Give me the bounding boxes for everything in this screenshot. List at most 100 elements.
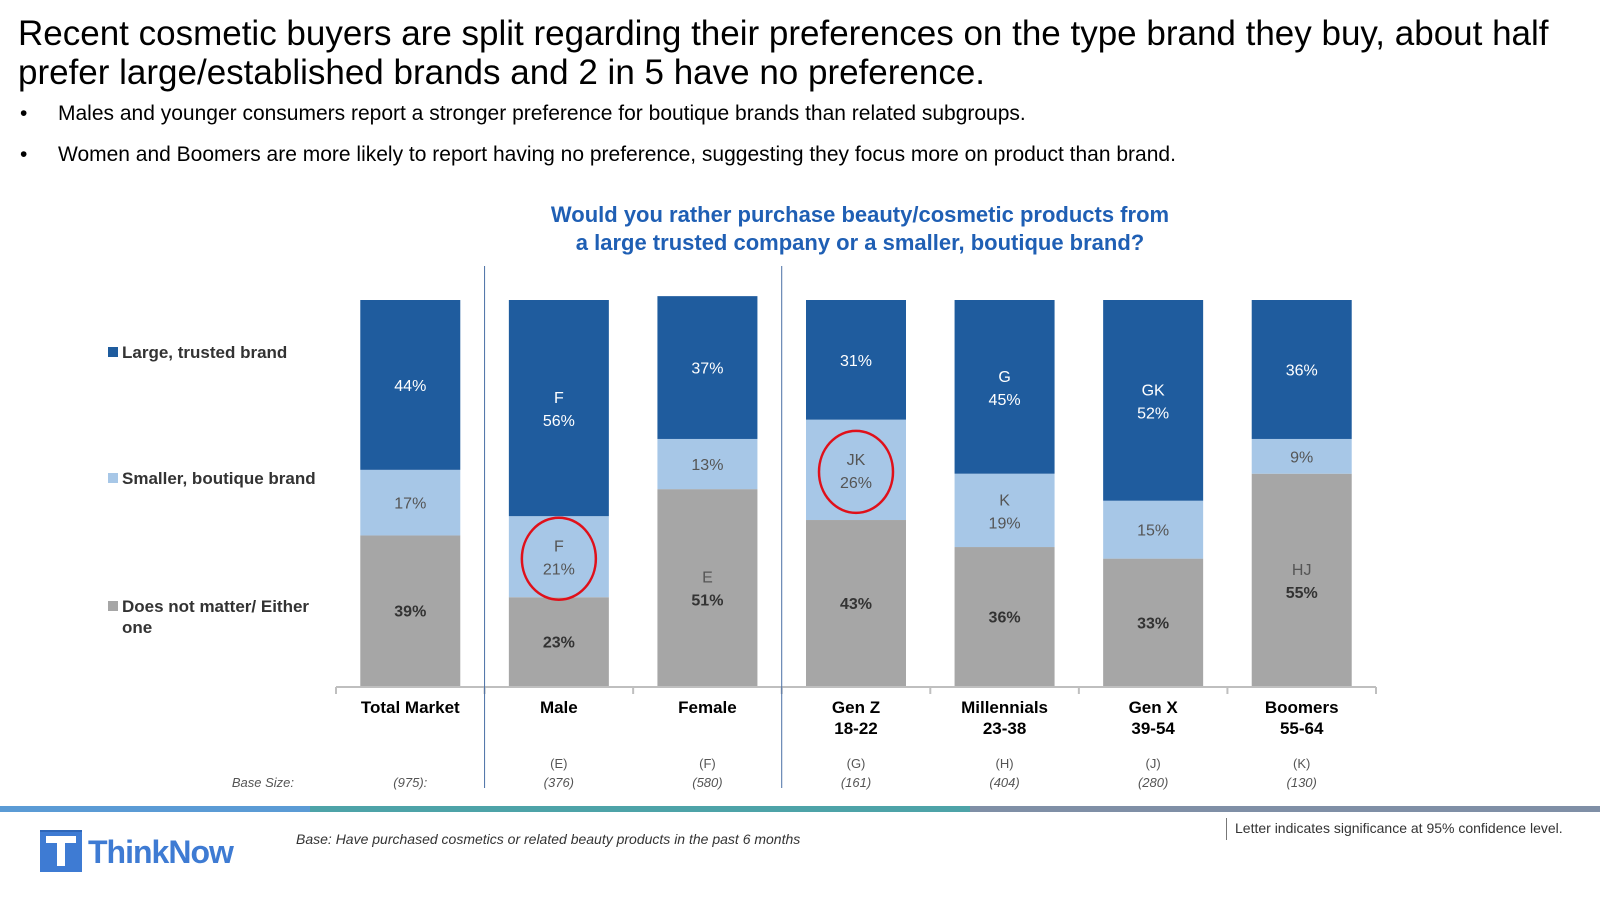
bar-value-label: 21%	[543, 562, 575, 579]
bar-value-label: 44%	[394, 378, 426, 395]
bar-value-label: 23%	[543, 635, 575, 652]
bar-segment	[1103, 558, 1204, 686]
significance-letter: K	[999, 492, 1010, 509]
logo-text: ThinkNow	[88, 834, 234, 870]
highlight-circle	[817, 429, 895, 515]
bar-segment	[360, 300, 461, 470]
x-tick-label-line: 23-38	[982, 719, 1027, 738]
bullet-text: Males and younger consumers report a str…	[58, 102, 1026, 125]
significance-letter: HJ	[1292, 562, 1312, 579]
bar-segment	[1103, 300, 1204, 501]
base-size-value: (130)	[1286, 775, 1317, 790]
bar-value-label: 56%	[543, 413, 575, 430]
bar-segment	[657, 489, 758, 686]
bullet-text: Women and Boomers are more likely to rep…	[58, 143, 1176, 166]
significance-letter: F	[554, 539, 564, 556]
base-size-value: (580)	[692, 775, 723, 790]
stacked-bar-chart: 39% 17% 44% 23% F 21% F 56% E 51% 13% 37% 43% JK 26% 31…	[335, 266, 1377, 788]
x-tick-label-line: Female	[678, 698, 737, 717]
significance-letter: JK	[847, 452, 866, 469]
significance-letter: GK	[1142, 382, 1165, 399]
x-tick-label-line: Gen X	[1128, 698, 1178, 717]
chart-title-line: a large trusted company or a smaller, bo…	[575, 230, 1145, 255]
base-column-letter: (K)	[1293, 756, 1311, 771]
bar-segment	[508, 516, 609, 598]
x-tick-label: Boomers 55-64	[1227, 697, 1377, 739]
bar-value-label: 33%	[1137, 615, 1169, 632]
bar-segment	[508, 597, 609, 686]
bar-segment	[508, 300, 609, 517]
x-tick-label-line: 55-64	[1279, 719, 1324, 738]
base-size-value: (404)	[989, 775, 1020, 790]
legend-label: Large, trusted brand	[122, 343, 288, 362]
significance-letter: E	[702, 570, 713, 587]
base-size-label: Base Size:	[231, 775, 294, 790]
bar-value-label: 51%	[691, 593, 723, 610]
bar-segment	[657, 438, 758, 490]
base-footnote: Base: Have purchased cosmetics or relate…	[296, 831, 801, 847]
base-column-letter: (G)	[846, 756, 866, 771]
legend-item-boutique-brand: Smaller, boutique brand	[108, 468, 318, 489]
bar-segment	[657, 296, 758, 439]
footer-strip-gray	[970, 806, 1600, 812]
x-tick-label-line: Gen Z	[831, 698, 881, 717]
bar-segment	[954, 300, 1055, 474]
x-tick-label: Female	[632, 697, 782, 718]
legend-swatch	[108, 347, 118, 357]
bar-value-label: 26%	[840, 475, 872, 492]
bar-value-label: 9%	[1290, 449, 1313, 466]
legend-item-large-brand: Large, trusted brand	[108, 342, 318, 363]
bar-segment	[954, 547, 1055, 686]
base-column-letter: (F)	[699, 756, 716, 771]
bar-value-label: 15%	[1137, 523, 1169, 540]
base-size-value: (975):	[393, 775, 428, 790]
base-column-letter: (J)	[1145, 756, 1161, 771]
x-tick-label: Male	[484, 697, 634, 718]
chart-title-line: Would you rather purchase beauty/cosmeti…	[550, 202, 1170, 227]
x-tick-label: Gen X 39-54	[1078, 697, 1228, 739]
base-column-letter: (E)	[550, 756, 568, 771]
x-tick-label-line: Millennials	[961, 698, 1049, 717]
base-size-value: (280)	[1137, 775, 1169, 790]
base-size-value: (376)	[543, 775, 575, 790]
bar-segment	[1251, 300, 1352, 439]
significance-note: Letter indicates significance at 95% con…	[1226, 818, 1563, 840]
bullet-item: • Males and younger consumers report a st…	[18, 101, 1578, 126]
base-column-letter: (H)	[995, 756, 1014, 771]
bullet-dot: •	[20, 143, 28, 166]
logo-mark-icon	[40, 830, 82, 872]
footer-strip-blue	[0, 806, 310, 812]
bar-segment	[806, 520, 906, 686]
bar-segment	[806, 300, 906, 420]
legend-label: Smaller, boutique brand	[122, 469, 316, 488]
slide-headline: Recent cosmetic buyers are split regardi…	[18, 14, 1549, 92]
bar-segment	[360, 469, 461, 536]
x-tick-label: Gen Z 18-22	[781, 697, 931, 739]
x-tick-label-line: Total Market	[360, 698, 460, 717]
footer-strip-teal	[310, 806, 970, 812]
significance-letter: F	[554, 390, 564, 407]
legend-swatch	[108, 473, 118, 483]
legend-swatch	[108, 601, 118, 611]
bar-value-label: 37%	[691, 361, 723, 378]
bar-value-label: 17%	[394, 496, 426, 513]
base-size-value: (161)	[840, 775, 872, 790]
bar-value-label: 36%	[1286, 362, 1318, 379]
x-tick-label-line: Male	[539, 698, 578, 717]
bar-segment	[360, 535, 461, 686]
bar-value-label: 55%	[1286, 585, 1318, 602]
legend-item-does-not-matter: Does not matter/ Either one	[108, 596, 318, 638]
highlight-circle	[520, 516, 598, 601]
bar-value-label: 13%	[691, 457, 723, 474]
bar-value-label: 19%	[989, 515, 1021, 532]
bar-segment	[806, 419, 906, 521]
legend-label: Does not matter/ Either one	[122, 597, 310, 637]
bar-segment	[954, 473, 1055, 548]
bar-value-label: 45%	[989, 392, 1021, 409]
x-tick-label: Total Market	[335, 697, 485, 718]
bar-value-label: 31%	[840, 353, 872, 370]
bar-value-label: 36%	[989, 610, 1021, 627]
chart-title: Would you rather purchase beauty/cosmeti…	[440, 201, 1280, 257]
x-tick-label-line: Boomers	[1264, 698, 1339, 717]
bar-value-label: 43%	[840, 596, 872, 613]
